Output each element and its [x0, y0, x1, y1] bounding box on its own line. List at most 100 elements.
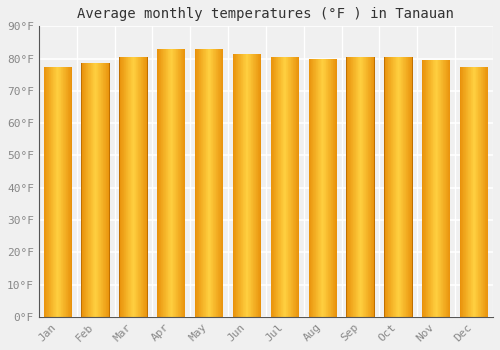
- Bar: [481, 66, 482, 317]
- Bar: [170, 49, 172, 317]
- Bar: [470, 66, 472, 317]
- Bar: [370, 57, 371, 317]
- Bar: [428, 60, 429, 317]
- Bar: [331, 58, 332, 317]
- Bar: [467, 66, 468, 317]
- Bar: [67, 66, 68, 317]
- Bar: [350, 57, 352, 317]
- Bar: [89, 63, 90, 317]
- Bar: [45, 66, 46, 317]
- Bar: [270, 57, 272, 317]
- Bar: [160, 49, 162, 317]
- Bar: [109, 63, 110, 317]
- Bar: [124, 57, 125, 317]
- Bar: [52, 66, 53, 317]
- Bar: [66, 66, 67, 317]
- Bar: [367, 57, 368, 317]
- Bar: [130, 57, 132, 317]
- Bar: [432, 60, 434, 317]
- Bar: [256, 54, 257, 317]
- Bar: [132, 57, 134, 317]
- Bar: [120, 57, 122, 317]
- Bar: [98, 63, 99, 317]
- Bar: [136, 57, 137, 317]
- Bar: [48, 66, 49, 317]
- Bar: [207, 49, 208, 317]
- Bar: [313, 58, 314, 317]
- Bar: [108, 63, 109, 317]
- Bar: [329, 58, 330, 317]
- Bar: [144, 57, 145, 317]
- Bar: [422, 60, 423, 317]
- Bar: [196, 49, 197, 317]
- Bar: [429, 60, 430, 317]
- Bar: [47, 66, 48, 317]
- Bar: [260, 54, 261, 317]
- Bar: [206, 49, 207, 317]
- Bar: [59, 66, 60, 317]
- Bar: [395, 57, 396, 317]
- Bar: [410, 57, 411, 317]
- Bar: [466, 66, 467, 317]
- Bar: [298, 57, 299, 317]
- Bar: [469, 66, 470, 317]
- Bar: [257, 54, 258, 317]
- Bar: [180, 49, 181, 317]
- Bar: [308, 58, 309, 317]
- Bar: [258, 54, 259, 317]
- Bar: [436, 60, 437, 317]
- Bar: [394, 57, 395, 317]
- Bar: [119, 57, 120, 317]
- Bar: [282, 57, 284, 317]
- Bar: [286, 57, 287, 317]
- Bar: [58, 66, 59, 317]
- Bar: [162, 49, 163, 317]
- Bar: [484, 66, 485, 317]
- Bar: [250, 54, 252, 317]
- Bar: [346, 57, 347, 317]
- Bar: [172, 49, 174, 317]
- Bar: [279, 57, 280, 317]
- Bar: [65, 66, 66, 317]
- Bar: [122, 57, 123, 317]
- Bar: [424, 60, 425, 317]
- Bar: [372, 57, 374, 317]
- Bar: [125, 57, 126, 317]
- Bar: [399, 57, 400, 317]
- Bar: [200, 49, 202, 317]
- Bar: [198, 49, 199, 317]
- Bar: [384, 57, 385, 317]
- Bar: [290, 57, 291, 317]
- Bar: [409, 57, 410, 317]
- Bar: [487, 66, 488, 317]
- Bar: [202, 49, 203, 317]
- Bar: [249, 54, 250, 317]
- Bar: [215, 49, 216, 317]
- Bar: [123, 57, 124, 317]
- Bar: [294, 57, 295, 317]
- Bar: [400, 57, 402, 317]
- Bar: [389, 57, 390, 317]
- Bar: [248, 54, 249, 317]
- Bar: [285, 57, 286, 317]
- Bar: [336, 58, 337, 317]
- Bar: [138, 57, 139, 317]
- Bar: [407, 57, 408, 317]
- Bar: [90, 63, 92, 317]
- Bar: [327, 58, 328, 317]
- Bar: [60, 66, 62, 317]
- Bar: [289, 57, 290, 317]
- Bar: [220, 49, 221, 317]
- Bar: [322, 58, 324, 317]
- Bar: [277, 57, 278, 317]
- Bar: [208, 49, 209, 317]
- Bar: [360, 57, 362, 317]
- Bar: [204, 49, 205, 317]
- Bar: [356, 57, 357, 317]
- Bar: [482, 66, 484, 317]
- Bar: [217, 49, 218, 317]
- Bar: [477, 66, 478, 317]
- Bar: [255, 54, 256, 317]
- Bar: [465, 66, 466, 317]
- Bar: [233, 54, 234, 317]
